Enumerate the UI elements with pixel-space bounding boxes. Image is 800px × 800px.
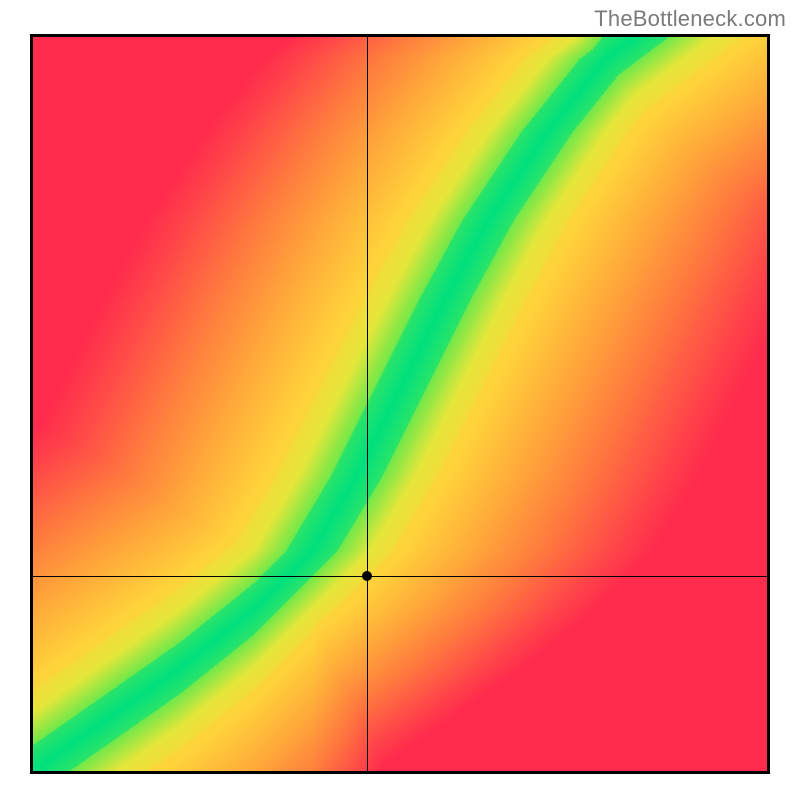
heatmap-canvas <box>33 37 767 771</box>
chart-container: TheBottleneck.com <box>0 0 800 800</box>
watermark-text: TheBottleneck.com <box>594 6 786 32</box>
crosshair-horizontal <box>33 576 767 577</box>
crosshair-marker <box>362 571 372 581</box>
crosshair-vertical <box>367 37 368 771</box>
heatmap-plot <box>30 34 770 774</box>
